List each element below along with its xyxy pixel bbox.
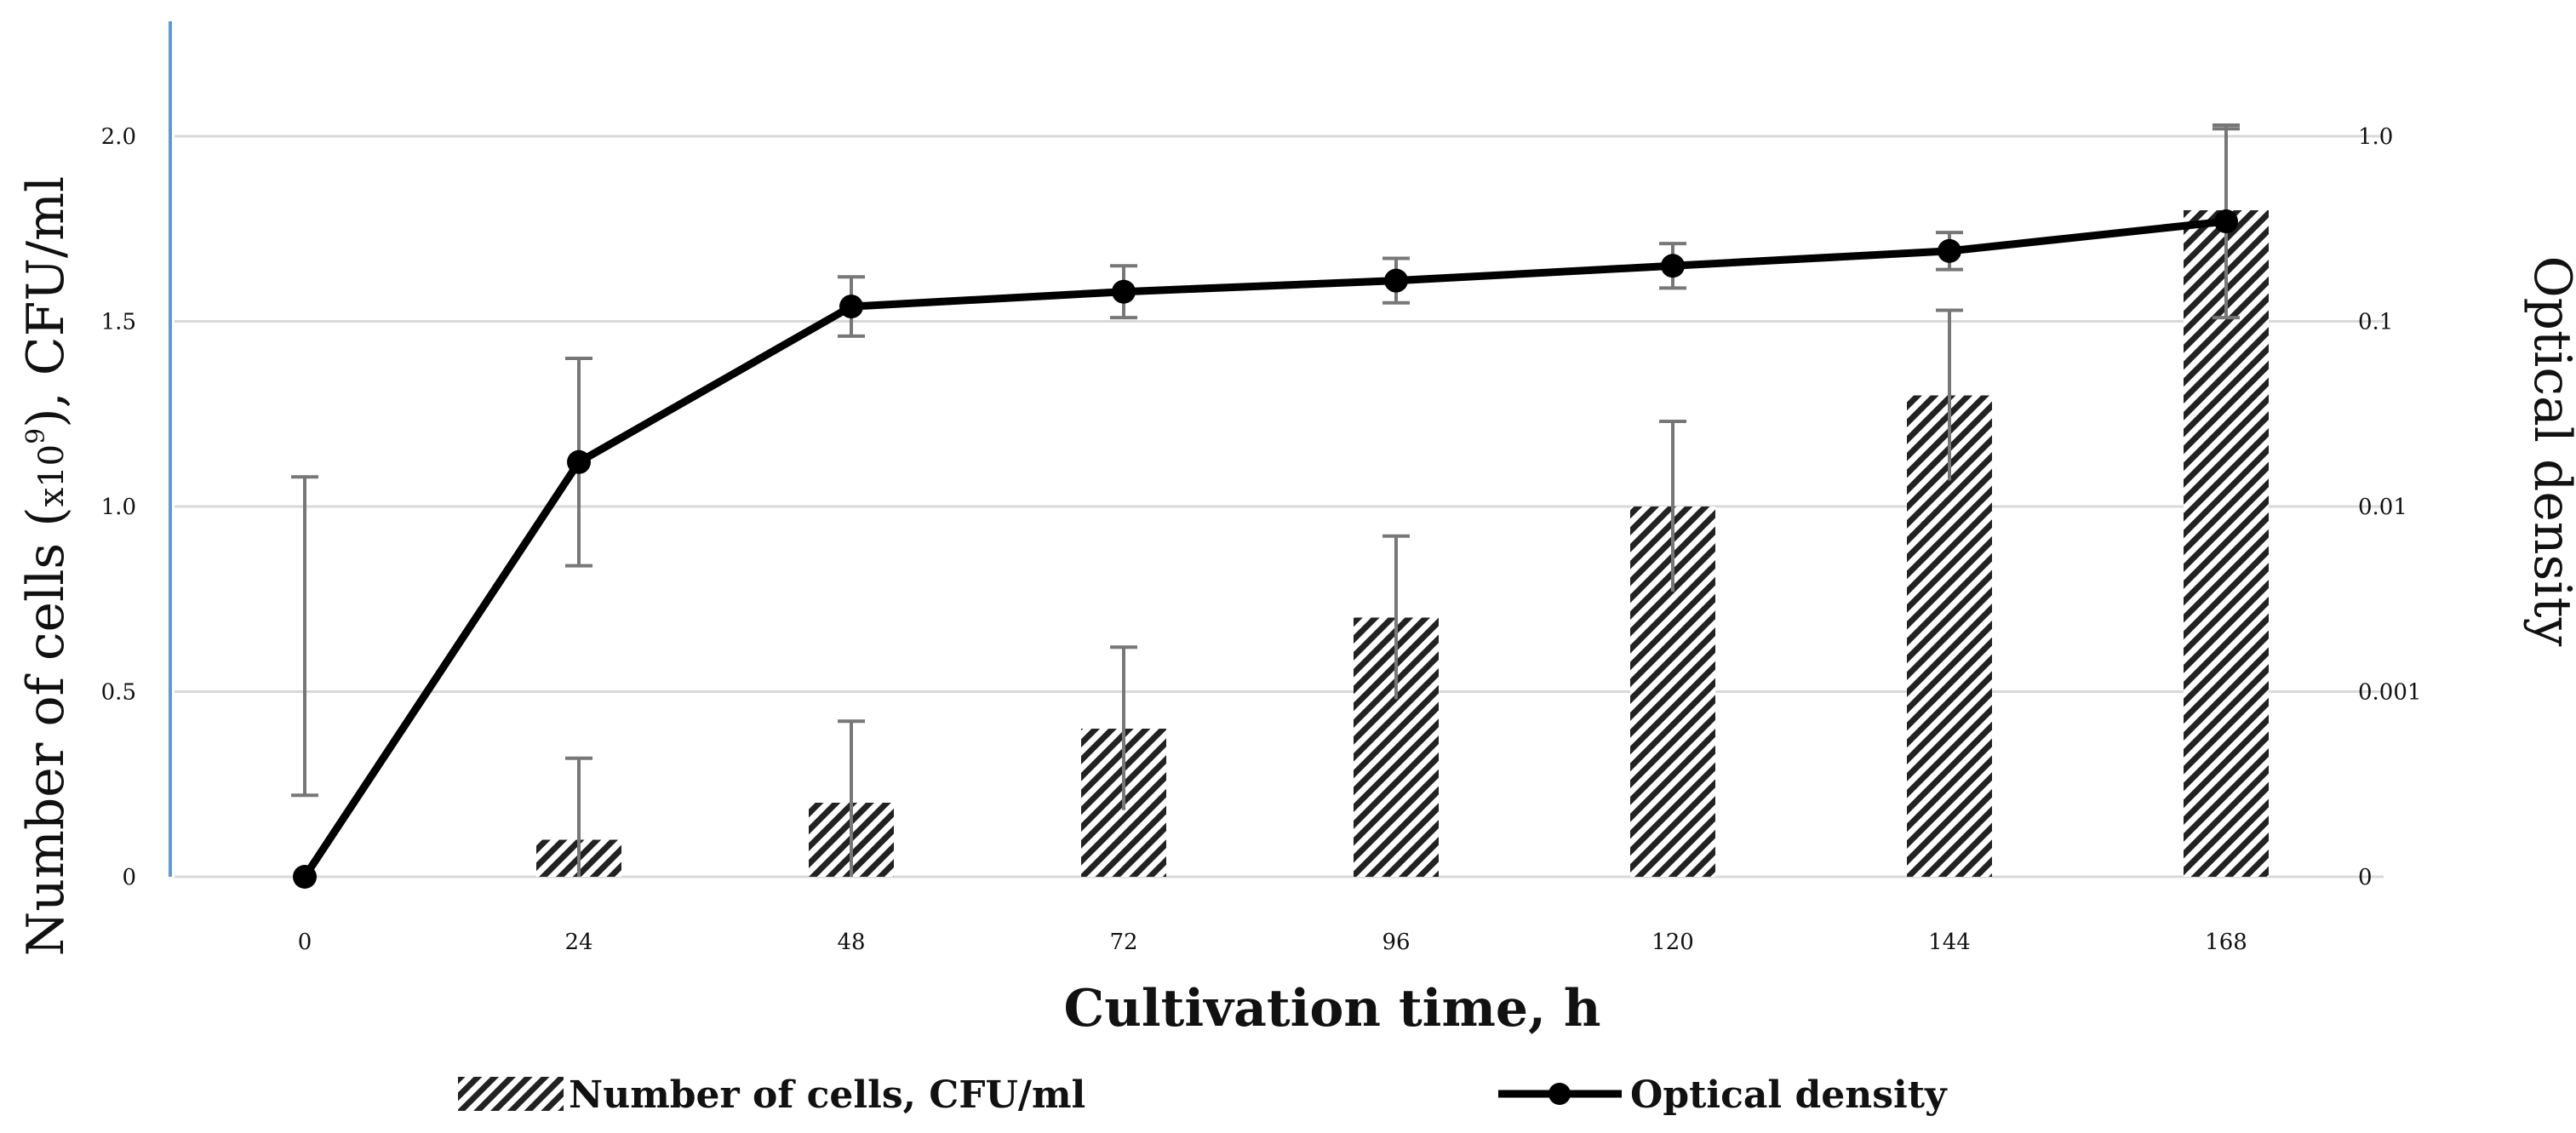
x-tick-label: 144 bbox=[1928, 930, 1971, 955]
optical-density-point bbox=[293, 865, 317, 889]
y2-tick-label: 0.1 bbox=[2358, 310, 2393, 335]
bar bbox=[2184, 210, 2269, 877]
x-tick-label: 0 bbox=[298, 930, 312, 955]
x-axis-title: Cultivation time, h bbox=[1063, 979, 1600, 1039]
y2-tick-label: 1.0 bbox=[2358, 124, 2393, 150]
optical-density-point bbox=[567, 449, 591, 474]
x-tick-label: 72 bbox=[1109, 930, 1137, 955]
y2-tick-label: 0 bbox=[2358, 865, 2373, 890]
y-axis-title: Number of cells (x109), CFU/ml bbox=[16, 176, 76, 956]
x-tick-label: 48 bbox=[837, 930, 865, 955]
x-tick-label: 24 bbox=[564, 930, 592, 955]
y-tick-label: 0 bbox=[122, 865, 136, 890]
y-tick-label: 1.0 bbox=[101, 495, 136, 520]
optical-density-point bbox=[839, 295, 863, 319]
y-tick-label: 0.5 bbox=[101, 680, 136, 706]
legend-label-line: Optical density bbox=[1630, 1073, 1948, 1117]
optical-density-point bbox=[1938, 238, 1961, 263]
y-tick-label: 2.0 bbox=[101, 124, 136, 150]
y2-tick-label: 0.001 bbox=[2358, 680, 2421, 706]
y2-axis-title: Optical density bbox=[2522, 255, 2576, 646]
legend-swatch-marker bbox=[1548, 1083, 1571, 1105]
legend-swatch-bars bbox=[458, 1077, 564, 1111]
optical-density-point bbox=[1661, 254, 1685, 278]
x-tick-label: 168 bbox=[2205, 930, 2247, 955]
optical-density-point bbox=[1384, 268, 1408, 293]
x-tick-label: 96 bbox=[1382, 930, 1410, 955]
y-tick-label: 1.5 bbox=[101, 310, 136, 335]
x-tick-label: 120 bbox=[1652, 930, 1694, 955]
optical-density-line bbox=[301, 217, 2227, 879]
optical-density-point bbox=[1112, 279, 1136, 304]
legend: Number of cells, CFU/ml Optical density bbox=[458, 1073, 1948, 1117]
optical-density-point bbox=[2214, 209, 2238, 234]
y2-tick-label: 0.01 bbox=[2358, 495, 2407, 520]
legend-label-bars: Number of cells, CFU/ml bbox=[569, 1073, 1085, 1117]
